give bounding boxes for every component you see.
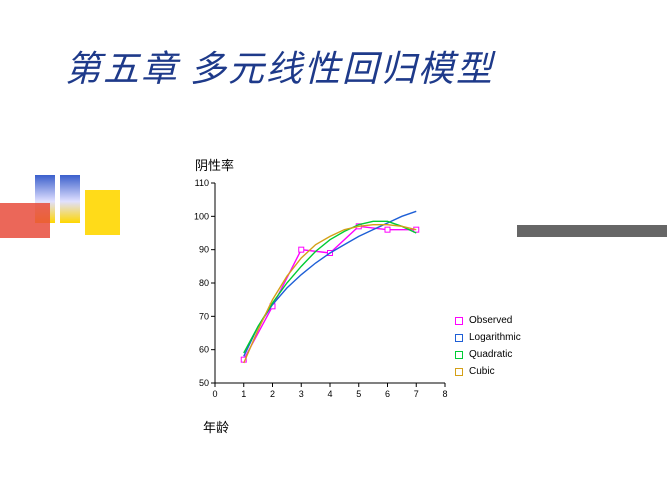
svg-text:80: 80 <box>199 278 209 288</box>
svg-text:3: 3 <box>299 389 304 399</box>
svg-text:4: 4 <box>327 389 332 399</box>
svg-text:60: 60 <box>199 345 209 355</box>
legend-label: Observed <box>469 315 512 326</box>
decoration-svg <box>0 175 130 255</box>
svg-text:7: 7 <box>414 389 419 399</box>
legend-label: Cubic <box>469 366 495 377</box>
regression-chart: 阴性率 50 60 70 80 90 100 110 0 1 2 3 4 5 6 7 8 年龄 <box>185 155 495 435</box>
page-title: 第五章 多元线性回归模型 <box>65 40 494 92</box>
gray-bar <box>517 225 667 237</box>
legend-item: Quadratic <box>455 349 521 360</box>
chart-svg: 50 60 70 80 90 100 110 0 1 2 3 4 5 6 7 8 <box>185 173 495 413</box>
legend-item: Observed <box>455 315 521 326</box>
svg-text:8: 8 <box>442 389 447 399</box>
svg-text:110: 110 <box>195 178 209 188</box>
legend-marker <box>455 317 463 325</box>
svg-text:0: 0 <box>212 389 217 399</box>
slide-decoration <box>0 175 130 255</box>
x-axis-title: 年龄 <box>203 417 229 436</box>
legend-marker <box>455 334 463 342</box>
svg-text:50: 50 <box>199 378 209 388</box>
svg-text:6: 6 <box>385 389 390 399</box>
legend-marker <box>455 351 463 359</box>
svg-text:2: 2 <box>270 389 275 399</box>
legend-item: Cubic <box>455 366 521 377</box>
svg-text:90: 90 <box>199 245 209 255</box>
legend-label: Logarithmic <box>469 332 521 343</box>
svg-text:70: 70 <box>199 311 209 321</box>
svg-text:5: 5 <box>356 389 361 399</box>
legend-label: Quadratic <box>469 349 512 360</box>
svg-text:1: 1 <box>241 389 246 399</box>
legend-marker <box>455 368 463 376</box>
svg-text:100: 100 <box>194 211 209 221</box>
y-axis-title: 阴性率 <box>195 155 234 174</box>
legend-item: Logarithmic <box>455 332 521 343</box>
chart-legend: Observed Logarithmic Quadratic Cubic <box>455 315 521 383</box>
